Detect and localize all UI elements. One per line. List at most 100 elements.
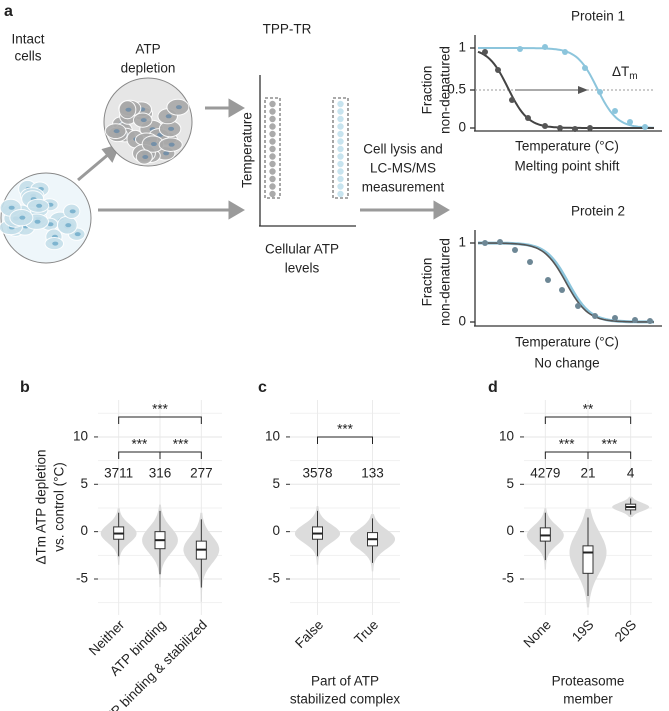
count-label: 4: [627, 466, 635, 481]
dot: [542, 44, 548, 50]
dot: [337, 115, 344, 123]
dot: [545, 277, 551, 283]
label: non-denatured: [438, 46, 453, 134]
label: Temperature: [240, 112, 255, 188]
dot: [269, 190, 276, 198]
dot: [527, 259, 533, 265]
delta: ΔT: [612, 64, 629, 79]
dot: [482, 49, 488, 55]
significance-label: ***: [337, 422, 354, 437]
tick-label: 0.5: [447, 82, 466, 97]
dot: [542, 123, 548, 129]
dot: [269, 130, 276, 138]
significance-bracket: [159, 451, 202, 459]
y-tick-label: 5: [272, 476, 280, 491]
x-axis-label: member: [563, 692, 613, 707]
panel-letter: b: [20, 379, 30, 396]
dot: [337, 153, 344, 160]
curve-axes: [470, 35, 662, 327]
label: Intact: [11, 32, 44, 47]
significance-label: ***: [173, 437, 190, 452]
dot: [269, 145, 276, 153]
nucleus: [36, 203, 43, 208]
y-axis-label: ΔTm ATP depletion: [34, 449, 49, 564]
dot: [337, 100, 344, 108]
label: Cell lysis and: [363, 142, 443, 157]
y-axis-label: vs. control (°C): [52, 462, 67, 551]
nucleus: [69, 209, 76, 214]
significance-label: ***: [559, 437, 576, 452]
dot: [269, 153, 276, 160]
dot: [627, 119, 633, 125]
nucleus: [125, 107, 132, 112]
significance-label: ***: [152, 402, 169, 417]
dot: [557, 125, 563, 131]
label: ΔTm: [612, 64, 638, 82]
dot: [269, 138, 276, 145]
nucleus: [168, 126, 175, 131]
y-tick-label: 0: [80, 523, 88, 538]
dot: [269, 123, 276, 130]
tick-label: 1: [458, 40, 466, 55]
x-tick-label: True: [351, 617, 381, 647]
significance-bracket: [118, 416, 202, 424]
significance-bracket: [544, 416, 632, 424]
dot: [647, 318, 653, 324]
dot: [509, 97, 515, 103]
curve: [477, 50, 654, 129]
tick-label: 1: [458, 235, 466, 250]
panel-letter: a: [4, 3, 13, 20]
x-tick-label: False: [292, 617, 326, 651]
x-tick-label: 19S: [569, 617, 597, 645]
dot: [337, 145, 344, 153]
dot: [559, 287, 565, 293]
nucleus: [140, 118, 147, 123]
dot: [269, 115, 276, 123]
significance-label: ***: [131, 437, 148, 452]
count-label: 4279: [530, 466, 560, 481]
dot: [269, 108, 276, 115]
count-label: 133: [361, 466, 384, 481]
x-axis-label: Proteasome: [552, 674, 625, 689]
dot: [269, 175, 276, 183]
nucleus: [47, 222, 54, 227]
x-tick-label: None: [521, 617, 554, 650]
significance-label: ***: [601, 437, 618, 452]
label: depletion: [121, 61, 176, 76]
nucleus: [65, 223, 72, 228]
x-axis-label: stabilized complex: [290, 692, 401, 707]
dot: [495, 67, 501, 73]
panel-a: a Intact cells ATP depletion TPP-TR Temp…: [0, 3, 662, 371]
count-label: 3711: [104, 466, 133, 481]
nucleus: [52, 241, 59, 246]
nucleus: [175, 105, 182, 110]
label: Fraction: [420, 66, 435, 115]
label: TPP-TR: [263, 22, 312, 37]
dot: [482, 240, 488, 246]
significance-label: **: [583, 402, 594, 417]
y-tick-label: 0: [272, 523, 280, 538]
dot: [572, 126, 578, 132]
significance-bracket: [317, 436, 373, 444]
count-label: 21: [580, 466, 595, 481]
y-tick-label: 10: [499, 429, 514, 444]
label: levels: [285, 261, 320, 276]
dot: [612, 108, 618, 114]
label: Melting point shift: [514, 159, 619, 174]
y-tick-label: -5: [502, 571, 514, 586]
label: cells: [14, 49, 41, 64]
dot: [597, 89, 603, 95]
significance-bracket: [587, 451, 632, 459]
dot: [337, 130, 344, 138]
dot: [575, 303, 581, 309]
dot: [642, 124, 648, 130]
dot: [269, 160, 276, 168]
dot: [337, 175, 344, 183]
y-tick-label: -5: [76, 571, 88, 586]
curve: [478, 47, 654, 129]
significance-bracket: [544, 451, 589, 459]
y-tick-label: 10: [73, 429, 88, 444]
dot: [592, 313, 598, 319]
y-tick-label: 5: [506, 476, 514, 491]
y-tick-label: 10: [265, 429, 280, 444]
